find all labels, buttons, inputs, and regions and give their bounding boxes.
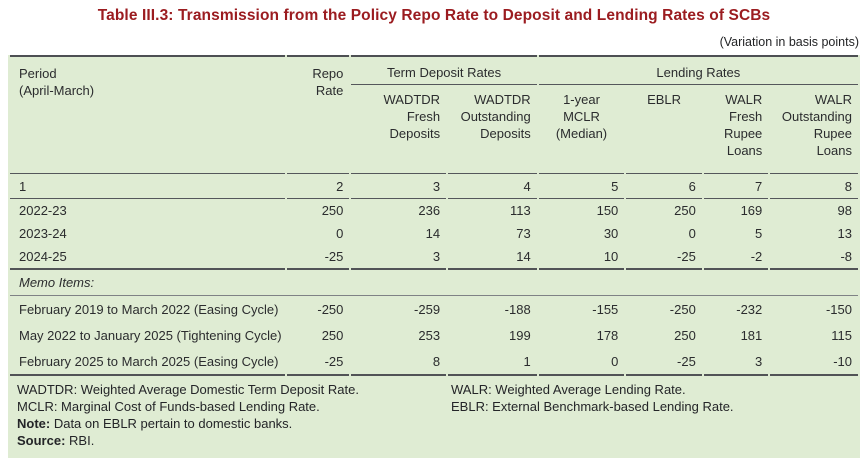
source-text: RBI. [65,433,95,448]
cell: 253 [418,328,441,343]
cell: -155 [592,302,619,317]
cell: 250 [321,328,344,343]
table-row: 2024-25 -25 3 14 10 -25 -2 -8 [10,245,858,270]
cell: 8 [770,173,858,199]
footnote-note: Note: Data on EBLR pertain to domestic b… [17,415,451,432]
cell: 250 [321,203,344,218]
cell: May 2022 to January 2025 (Tightening Cyc… [19,328,282,343]
note-text: Data on EBLR pertain to domestic banks. [50,416,293,431]
cell: 5 [755,226,763,241]
cell: 4 [448,173,537,199]
cell: 169 [740,203,763,218]
cell: 7 [703,173,769,199]
footnote-mclr: MCLR: Marginal Cost of Funds-based Lendi… [17,399,320,414]
cell: 1 [448,348,537,376]
unit-note: (Variation in basis points) [719,35,859,49]
table-row: February 2025 to March 2025 (Easing Cycl… [10,348,858,376]
cell: 3 [703,348,769,376]
col-header-mclr: 1-year MCLR (Median) [555,92,608,141]
cell: -25 [626,348,702,376]
table-row: 2022-23 250 236 113 150 250 169 98 [10,199,858,222]
footnotes-right-column: WALR: Weighted Average Lending Rate. EBL… [451,381,851,449]
cell: 14 [448,245,537,270]
cell: 98 [837,203,852,218]
cell: 13 [837,226,852,241]
report-page: Table III.3: Transmission from the Polic… [8,7,860,458]
footnotes: WADTDR: Weighted Average Domestic Term D… [8,376,860,458]
col-header-eblr: EBLR [647,92,682,107]
footnote-wadtdr: WADTDR: Weighted Average Domestic Term D… [17,382,359,397]
column-number-row: 1 2 3 4 5 6 7 8 [10,173,858,199]
memo-items-label: Memo Items: [10,270,858,296]
cell: February 2019 to March 2022 (Easing Cycl… [19,302,279,317]
sub-header-row: WADTDR Fresh Deposits WADTDR Outstanding… [10,85,858,173]
cell: -188 [504,302,531,317]
cell: -250 [669,302,696,317]
table-row: May 2022 to January 2025 (Tightening Cyc… [10,322,858,348]
table-title: Table III.3: Transmission from the Polic… [97,7,771,24]
cell: -25 [286,245,350,270]
cell: 0 [336,226,344,241]
cell: 14 [425,226,441,241]
cell: 73 [516,226,531,241]
table-sheet: Period (April-March) Repo Rate Term Depo… [8,55,860,458]
col-header-period: Period (April-March) [10,55,285,173]
cell: -8 [770,245,858,270]
cell: 10 [538,245,625,270]
cell: 0 [538,348,625,376]
cell: -25 [286,348,350,376]
table-row: 2023-24 0 14 73 30 0 5 13 [10,222,858,245]
cell: 250 [674,203,696,218]
cell: 0 [688,226,696,241]
cell: 115 [831,328,852,343]
footnote-source: Source: RBI. [17,432,451,449]
table-row: February 2019 to March 2022 (Easing Cycl… [10,296,858,322]
cell: -232 [736,302,763,317]
cell: 3 [351,173,447,199]
cell: 2022-23 [19,203,67,218]
col-header-walr-outstanding: WALR Outstanding Rupee Loans [781,92,852,158]
cell: 150 [596,203,619,218]
group-header-lending-rates: Lending Rates [538,55,858,85]
cell: -10 [770,348,858,376]
cell: 1 [10,173,285,199]
cell: 3 [351,245,447,270]
cell: -259 [414,302,441,317]
cell: 236 [418,203,441,218]
memo-items-label-row: Memo Items: [10,270,858,296]
footnote-eblr: EBLR: External Benchmark-based Lending R… [451,399,734,414]
cell: February 2025 to March 2025 (Easing Cycl… [10,348,285,376]
rates-table: Period (April-March) Repo Rate Term Depo… [8,55,860,376]
cell: -25 [626,245,702,270]
cell: 2 [286,173,350,199]
group-header-term-deposit-rates: Term Deposit Rates [351,55,537,85]
cell: 113 [509,203,531,218]
cell: 250 [674,328,696,343]
col-header-wadtdr-outstanding: WADTDR Outstanding Deposits [460,92,531,141]
note-label: Note: [17,416,51,431]
cell: 8 [351,348,447,376]
cell: 2023-24 [19,226,67,241]
source-label: Source: [17,433,66,448]
cell: -150 [825,302,852,317]
cell: 178 [596,328,619,343]
cell: 6 [626,173,702,199]
cell: 30 [603,226,619,241]
group-header-row: Period (April-March) Repo Rate Term Depo… [10,55,858,98]
cell: 5 [538,173,625,199]
col-header-wadtdr-fresh: WADTDR Fresh Deposits [383,92,441,141]
col-header-repo-rate: Repo Rate [286,55,350,173]
footnote-walr: WALR: Weighted Average Lending Rate. [451,382,686,397]
cell: -2 [703,245,769,270]
cell: -250 [317,302,344,317]
cell: 199 [508,328,531,343]
cell: 2024-25 [10,245,285,270]
cell: 181 [740,328,763,343]
col-header-walr-fresh: WALR Fresh Rupee Loans [723,92,763,158]
footnotes-left-column: WADTDR: Weighted Average Domestic Term D… [17,381,451,449]
